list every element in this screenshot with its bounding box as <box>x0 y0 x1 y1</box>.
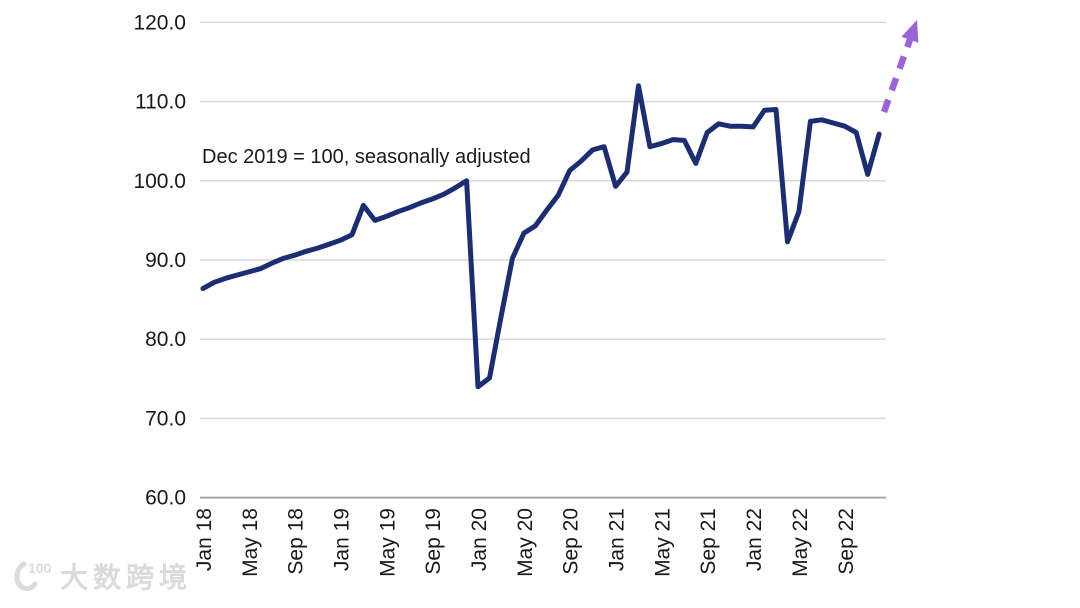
y-tick-label: 90.0 <box>145 249 186 272</box>
watermark-text: 大数跨境 <box>60 562 193 593</box>
x-tick-label: Sep 18 <box>285 508 308 575</box>
y-tick-label: 70.0 <box>145 407 186 430</box>
svg-text:100: 100 <box>28 560 52 576</box>
x-tick-label: Jan 22 <box>743 508 766 571</box>
x-tick-label: Jan 21 <box>606 508 629 571</box>
x-tick-label: May 21 <box>651 508 674 577</box>
x-tick-label: May 19 <box>376 508 399 577</box>
x-tick-label: Sep 19 <box>422 508 445 575</box>
y-tick-label: 110.0 <box>135 91 186 114</box>
x-tick-label: Jan 20 <box>468 508 491 571</box>
projection-arrow-head <box>901 20 919 43</box>
x-tick-label: Sep 21 <box>697 508 720 575</box>
x-tick-label: Sep 20 <box>560 508 583 575</box>
x-tick-label: Jan 18 <box>193 508 216 571</box>
annotation-label: Dec 2019 = 100, seasonally adjusted <box>202 146 531 168</box>
data-line <box>200 83 882 390</box>
watermark: 100 大数跨境 <box>10 556 192 596</box>
y-tick-label: 60.0 <box>145 487 186 510</box>
x-tick-label: May 20 <box>514 508 537 577</box>
y-tick-label: 100.0 <box>133 170 186 193</box>
x-tick-label: May 22 <box>789 508 812 577</box>
y-tick-label: 80.0 <box>145 328 186 351</box>
y-tick-label: 120.0 <box>133 11 186 34</box>
100-swoosh-logo: 100 <box>14 560 52 591</box>
x-tick-label: Sep 22 <box>835 508 858 575</box>
x-tick-label: Jan 19 <box>331 508 354 571</box>
x-tick-label: May 18 <box>239 508 262 577</box>
projection-arrow-shaft <box>880 34 915 114</box>
